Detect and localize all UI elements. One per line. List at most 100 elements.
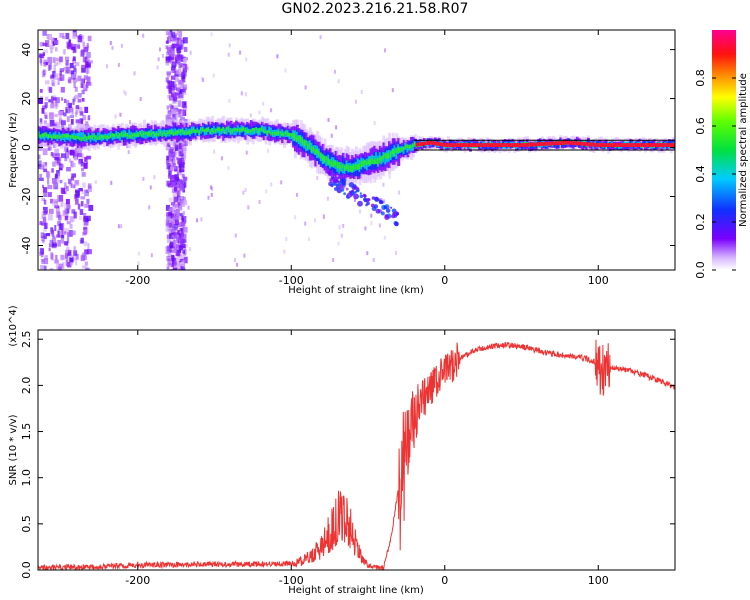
ridge-cell — [113, 133, 117, 137]
ridge-cell — [233, 127, 237, 132]
noise-speckle — [178, 151, 181, 157]
noise-speckle — [168, 155, 171, 160]
noise-speckle — [66, 100, 70, 106]
noise-speckle — [182, 68, 185, 73]
ridge-cell — [41, 133, 45, 137]
ridge-cell — [192, 128, 196, 132]
noise-speckle — [58, 194, 64, 202]
ridge-cell — [58, 135, 62, 139]
ridge-core-cell — [669, 143, 673, 147]
ridge-cell — [233, 128, 237, 136]
noise-speckle — [71, 257, 74, 263]
noise-speckle — [120, 43, 123, 48]
noise-speckle — [176, 47, 182, 53]
noise-speckle — [54, 173, 58, 179]
noise-speckle — [168, 175, 174, 179]
ridge-cell — [96, 137, 100, 140]
noise-speckle — [52, 178, 57, 184]
noise-speckle — [58, 230, 61, 238]
ridge-core-cell — [434, 141, 437, 146]
noise-speckle — [129, 120, 131, 125]
noise-speckle — [58, 115, 62, 120]
noise-speckle — [176, 87, 181, 92]
ridge-core-cell — [555, 141, 559, 146]
noise-speckle — [166, 234, 171, 240]
spectrogram-y-tick-label: 20 — [20, 92, 33, 106]
ridge-cell — [236, 128, 240, 132]
noise-speckle — [85, 268, 90, 270]
noise-speckle — [210, 32, 213, 37]
noise-speckle — [42, 30, 47, 36]
noise-speckle — [75, 259, 78, 266]
noise-speckle — [183, 37, 188, 44]
ridge-cell — [122, 134, 126, 138]
noise-speckle — [354, 99, 357, 104]
noise-speckle — [373, 121, 376, 126]
noise-speckle — [177, 230, 180, 235]
noise-speckle — [59, 179, 63, 184]
ridge-cell — [61, 134, 65, 138]
ridge-cell — [271, 132, 275, 135]
noise-speckle — [172, 38, 177, 42]
spectrogram-x-axis-label: Height of straight line (km) — [288, 285, 424, 296]
noise-speckle — [83, 226, 88, 230]
noise-speckle — [176, 195, 181, 201]
ridge-cell — [139, 131, 143, 135]
ridge-cell — [325, 156, 329, 167]
noise-speckle — [49, 112, 54, 120]
noise-speckle — [366, 251, 369, 256]
ridge-cell — [203, 129, 207, 133]
ridge-core-cell — [575, 141, 579, 146]
noise-speckle — [172, 99, 177, 104]
noise-speckle — [82, 231, 87, 236]
ridge-core-cell — [428, 140, 432, 145]
ridge-cell — [87, 135, 91, 140]
ridge-core-cell — [483, 143, 487, 147]
ridge-cell — [305, 139, 309, 146]
ridge-cell — [168, 130, 172, 134]
noise-speckle — [65, 249, 68, 254]
noise-speckle — [236, 262, 239, 267]
noise-speckle — [166, 156, 169, 160]
noise-speckle — [73, 81, 76, 88]
noise-speckle — [84, 249, 89, 255]
ridge-core-cell — [550, 141, 554, 146]
tail-blob — [336, 176, 339, 180]
noise-speckle — [88, 204, 94, 211]
ridge-cell — [224, 130, 227, 134]
noise-speckle — [173, 92, 176, 99]
noise-speckle — [173, 260, 178, 268]
noise-speckle — [58, 118, 63, 124]
ridge-core-cell — [634, 143, 638, 147]
ridge-cell — [235, 127, 239, 132]
ridge-core-cell — [524, 143, 528, 147]
noise-speckle — [59, 56, 63, 63]
noise-speckle — [178, 44, 183, 50]
ridge-core-cell — [430, 140, 434, 145]
ridge-core-cell — [559, 141, 563, 145]
ridge-cell — [354, 164, 358, 170]
noise-speckle — [84, 218, 89, 223]
ridge-cell — [159, 130, 163, 134]
noise-speckle — [65, 213, 69, 218]
noise-speckle — [85, 189, 90, 193]
snr-y-axis-label: SNR (10 * v/v) — [8, 414, 19, 485]
noise-speckle — [81, 98, 85, 102]
ridge-cell — [264, 126, 268, 134]
noise-speckle — [74, 73, 77, 79]
noise-speckle — [75, 119, 81, 124]
ridge-cell — [332, 160, 336, 167]
ridge-core-cell — [426, 141, 430, 145]
noise-speckle — [179, 93, 184, 101]
ridge-cell — [131, 132, 135, 137]
ridge-cell — [157, 129, 161, 135]
ridge-core-cell — [618, 143, 622, 147]
noise-speckle — [181, 77, 186, 83]
ridge-core-cell — [599, 143, 603, 147]
noise-speckle — [171, 234, 177, 238]
ridge-core-cell — [528, 142, 531, 147]
noise-speckle — [171, 262, 174, 268]
noise-speckle — [75, 180, 80, 186]
ridge-cell — [277, 131, 281, 135]
tail-blob — [343, 192, 346, 196]
